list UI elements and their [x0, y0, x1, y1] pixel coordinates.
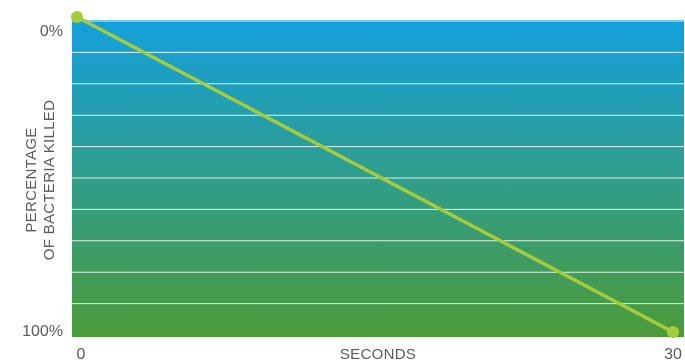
- data-point: [667, 326, 679, 338]
- y-tick-label-bottom: 100%: [22, 323, 63, 340]
- x-axis-title: SECONDS: [340, 346, 416, 361]
- x-tick-label-right: 30: [664, 346, 682, 361]
- y-axis-title-line-2: OF BACTERIA KILLED: [41, 100, 58, 260]
- data-point: [71, 11, 83, 23]
- y-axis-title-line-1: PERCENTAGE: [23, 127, 40, 232]
- x-tick-label-left: 0: [77, 346, 86, 361]
- series-line: [75, 15, 675, 334]
- y-tick-label-top: 0%: [40, 23, 63, 40]
- y-axis-title: PERCENTAGE OF BACTERIA KILLED: [23, 100, 58, 260]
- series-group: [71, 11, 679, 338]
